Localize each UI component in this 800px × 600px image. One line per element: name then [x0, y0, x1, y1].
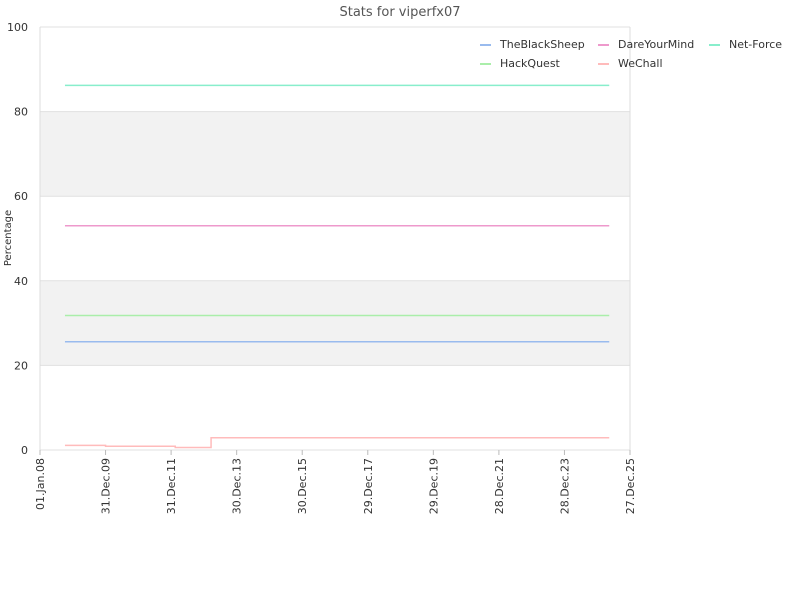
x-tick-label: 28.Dec.23	[558, 458, 571, 514]
y-axis-label: Percentage	[3, 210, 14, 266]
y-tick-label: 100	[7, 21, 28, 34]
x-tick-label: 28.Dec.21	[493, 458, 506, 514]
series-line	[64, 436, 610, 449]
y-tick-label: 40	[14, 275, 28, 288]
x-tick-label: 29.Dec.19	[427, 458, 440, 514]
y-tick-label: 0	[21, 444, 28, 457]
y-tick-label: 80	[14, 106, 28, 119]
legend-label: DareYourMind	[618, 38, 694, 51]
chart-title: Stats for viperfx07	[339, 5, 460, 20]
x-tick-label: 31.Dec.09	[100, 458, 113, 514]
legend-label: Net-Force	[729, 38, 782, 51]
grid-band	[40, 280, 630, 366]
x-tick-label: 27.Dec.25	[624, 458, 637, 514]
x-tick-label: 01.Jan.08	[34, 458, 47, 510]
x-tick-label: 30.Dec.13	[231, 458, 244, 514]
x-tick-label: 29.Dec.17	[362, 458, 375, 514]
x-tick-label: 31.Dec.11	[165, 458, 178, 514]
legend-label: WeChall	[618, 57, 663, 70]
x-tick-label: 30.Dec.15	[296, 458, 309, 514]
grid-band	[40, 111, 630, 197]
y-tick-label: 60	[14, 190, 28, 203]
legend-label: HackQuest	[500, 57, 561, 70]
y-tick-label: 20	[14, 359, 28, 372]
legend-label: TheBlackSheep	[499, 38, 585, 51]
